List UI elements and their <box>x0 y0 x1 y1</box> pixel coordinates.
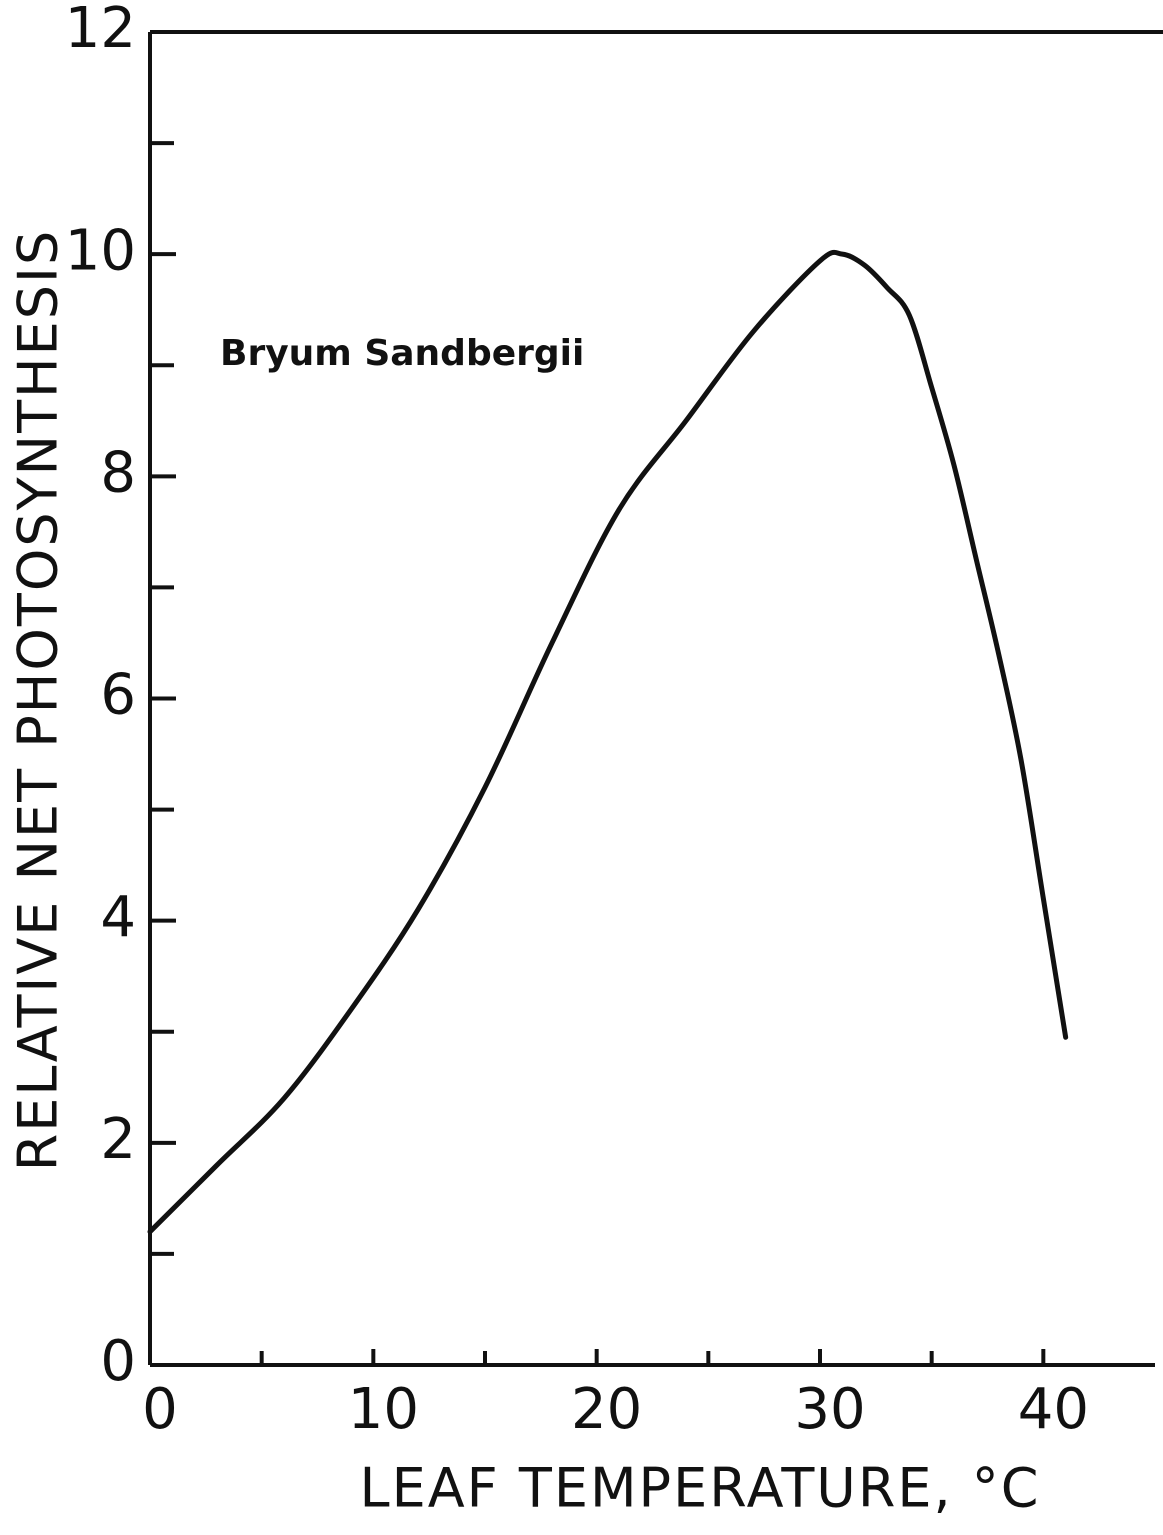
x-tick-label: 10 <box>348 1377 419 1442</box>
x-tick-label: 20 <box>571 1377 642 1442</box>
y-tick-label: 8 <box>100 440 136 505</box>
y-tick-label: 10 <box>65 218 136 283</box>
x-tick-label: 40 <box>1018 1377 1089 1442</box>
y-tick-label: 0 <box>100 1329 136 1394</box>
y-axis-label: RELATIVE NET PHOTOSYNTHESIS <box>7 229 70 1172</box>
x-axis-label: LEAF TEMPERATURE, °C <box>359 1457 1040 1520</box>
annotation: Bryum Sandbergii <box>220 333 584 374</box>
y-tick-label: 6 <box>100 663 136 728</box>
y-tick-label: 4 <box>100 885 136 950</box>
y-tick-label: 2 <box>100 1107 136 1172</box>
x-tick-label: 30 <box>794 1377 865 1442</box>
y-tick-label: 12 <box>65 0 136 61</box>
x-tick-label: 0 <box>142 1377 178 1442</box>
data-line <box>147 249 1069 1235</box>
